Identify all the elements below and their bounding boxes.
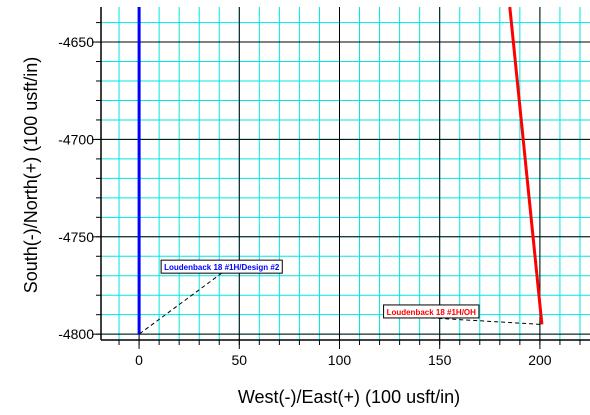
y-tick-label: -4800 [58,326,94,342]
x-tick-label: 200 [528,352,552,368]
annotations: Loudenback 18 #1H/Design #2 Loudenback 18… [138,259,542,335]
annotation-box [160,259,283,274]
plot-background [101,7,590,340]
x-tick-label: 100 [328,352,352,368]
axes: 0 50 100 150 200 -4650 -4700 -4750 -4800 [58,7,590,368]
y-tick-label: -4650 [58,34,94,50]
series-layer [137,6,544,335]
y-tick-label: -4700 [58,131,94,147]
y-axis-title: South(-)/North(+) (100 usft/in) [21,57,41,294]
x-tick-label: 0 [135,352,143,368]
annotation-leader [138,272,222,335]
x-tick-label: 50 [231,352,247,368]
annotation-label: Loudenback 18 #1H/OH [387,308,477,317]
x-tick-label: 150 [428,352,452,368]
y-tick-label: -4750 [58,229,94,245]
plot-area [101,7,590,340]
annotation-box [383,304,480,319]
annotation-leader [431,317,542,325]
x-axis-title: West(-)/East(+) (100 usft/in) [238,387,460,407]
annotation-label: Loudenback 18 #1H/Design #2 [164,263,280,272]
series-line [508,6,544,325]
